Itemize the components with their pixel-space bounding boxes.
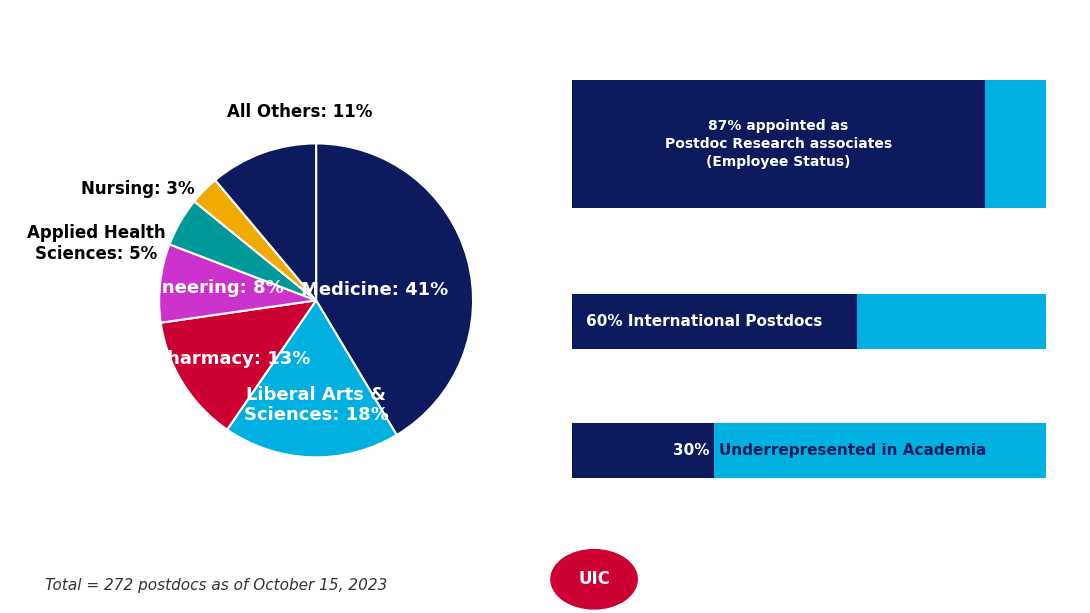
Text: UIC: UIC <box>578 570 610 588</box>
Text: 60% International Postdocs: 60% International Postdocs <box>586 314 823 329</box>
Text: Underrepresented in Academia: Underrepresented in Academia <box>719 443 986 458</box>
Bar <box>572 80 984 208</box>
Text: 87% appointed as
Postdoc Research associates
(Employee Status): 87% appointed as Postdoc Research associ… <box>665 119 892 169</box>
Wedge shape <box>316 143 473 435</box>
Text: 30%: 30% <box>674 443 710 458</box>
Text: Applied Health
Sciences: 5%: Applied Health Sciences: 5% <box>27 224 166 263</box>
Wedge shape <box>215 143 316 300</box>
Bar <box>572 294 857 349</box>
Wedge shape <box>169 202 316 300</box>
Text: Medicine: 41%: Medicine: 41% <box>301 281 448 299</box>
Bar <box>572 423 715 478</box>
Wedge shape <box>159 245 316 322</box>
Wedge shape <box>227 300 397 457</box>
Text: Nursing: 3%: Nursing: 3% <box>82 180 195 199</box>
Circle shape <box>550 550 638 609</box>
Text: Pharmacy: 13%: Pharmacy: 13% <box>154 350 311 368</box>
Text: Liberal Arts &
Sciences: 18%: Liberal Arts & Sciences: 18% <box>244 386 388 424</box>
Text: Engineering: 8%: Engineering: 8% <box>118 279 283 297</box>
Bar <box>984 80 1046 208</box>
Bar <box>857 294 1046 349</box>
Text: All Others: 11%: All Others: 11% <box>227 103 372 121</box>
Text: Total = 272 postdocs as of October 15, 2023: Total = 272 postdocs as of October 15, 2… <box>45 578 387 593</box>
Wedge shape <box>160 300 316 430</box>
Wedge shape <box>194 180 316 300</box>
Bar <box>715 423 1046 478</box>
